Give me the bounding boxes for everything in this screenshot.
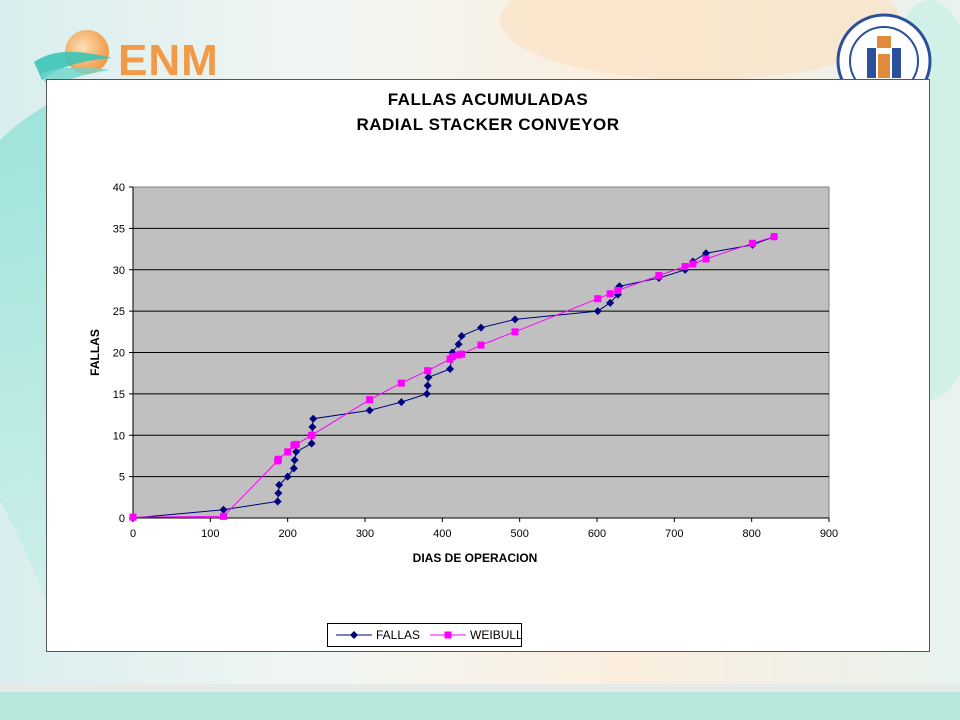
x-tick-label: 400 (433, 528, 451, 540)
data-point-weibull (770, 233, 778, 241)
data-point-fallas (292, 447, 301, 456)
data-point-fallas (606, 298, 615, 307)
x-tick-label: 0 (130, 528, 136, 540)
data-point-weibull (748, 239, 756, 247)
data-point-fallas (273, 497, 282, 506)
y-axis-label: FALLAS (88, 329, 102, 376)
x-tick-label: 500 (510, 528, 528, 540)
data-point-fallas (397, 398, 406, 407)
data-point-fallas (275, 480, 284, 489)
data-point-weibull (702, 255, 710, 263)
chart-title-line-2: RADIAL STACKER CONVEYOR (356, 115, 620, 134)
x-tick-label: 700 (665, 528, 683, 540)
data-point-weibull (129, 513, 137, 521)
data-point-weibull (366, 396, 374, 404)
data-point-fallas (424, 373, 433, 382)
data-point-fallas (308, 422, 317, 431)
data-point-fallas (702, 249, 711, 258)
data-point-fallas (511, 315, 520, 324)
y-tick-label: 25 (113, 306, 125, 318)
x-tick-label: 900 (820, 528, 838, 540)
legend-label-weibull: WEIBULL (470, 628, 523, 642)
x-tick-label: 800 (742, 528, 760, 540)
data-point-weibull (606, 290, 614, 298)
x-tick-label: 600 (588, 528, 606, 540)
chart-title-line-1: FALLAS ACUMULADAS (387, 90, 589, 109)
data-point-weibull (448, 353, 456, 361)
y-tick-label: 10 (113, 430, 125, 442)
x-tick-label: 300 (356, 528, 374, 540)
data-point-fallas (309, 414, 318, 423)
legend-label-fallas: FALLAS (376, 628, 421, 642)
data-point-weibull (219, 512, 227, 520)
chart-frame: FALLAS ACUMULADAS RADIAL STACKER CONVEYO… (46, 79, 930, 652)
legend-marker-weibull (430, 631, 467, 639)
y-tick-label: 35 (113, 223, 125, 235)
data-point-weibull (458, 350, 466, 358)
y-tick-label: 15 (113, 389, 125, 401)
data-point-weibull (655, 272, 663, 280)
data-point-fallas (446, 365, 455, 374)
data-point-weibull (689, 260, 697, 268)
data-point-fallas (307, 439, 316, 448)
y-tick-label: 5 (119, 472, 125, 484)
data-point-fallas (219, 505, 228, 514)
enm-logo-text: ENM (118, 36, 219, 85)
y-tick-label: 40 (113, 182, 125, 194)
legend-item-weibull: WEIBULL (428, 628, 523, 642)
legend-marker-fallas (336, 631, 372, 639)
data-point-fallas (274, 489, 283, 498)
data-point-fallas (423, 381, 432, 390)
x-tick-label: 100 (201, 528, 219, 540)
data-point-weibull (424, 367, 432, 375)
data-point-weibull (397, 379, 405, 387)
y-tick-label: 30 (113, 265, 125, 277)
data-point-fallas (365, 406, 374, 415)
data-point-weibull (614, 286, 622, 294)
data-point-weibull (477, 341, 485, 349)
y-tick-label: 20 (113, 348, 125, 360)
data-point-weibull (284, 448, 292, 456)
data-point-fallas (290, 456, 299, 465)
data-point-fallas (477, 323, 485, 332)
data-point-weibull (681, 262, 689, 270)
y-tick-label: 0 (119, 513, 125, 525)
data-point-weibull (308, 431, 316, 439)
data-point-weibull (292, 440, 300, 448)
data-point-fallas (457, 331, 466, 340)
data-point-fallas (454, 340, 463, 349)
data-point-fallas (283, 472, 292, 481)
data-point-weibull (274, 455, 282, 463)
data-point-weibull (594, 295, 602, 303)
data-point-fallas (593, 307, 602, 316)
x-axis-label: DIAS DE OPERACION (413, 551, 538, 565)
data-point-weibull (511, 328, 519, 336)
legend-item-fallas: FALLAS (334, 628, 420, 642)
data-point-fallas (422, 389, 431, 398)
chart-legend: FALLAS WEIBULL (327, 623, 523, 647)
data-point-fallas (289, 464, 298, 473)
x-tick-label: 200 (278, 528, 296, 540)
